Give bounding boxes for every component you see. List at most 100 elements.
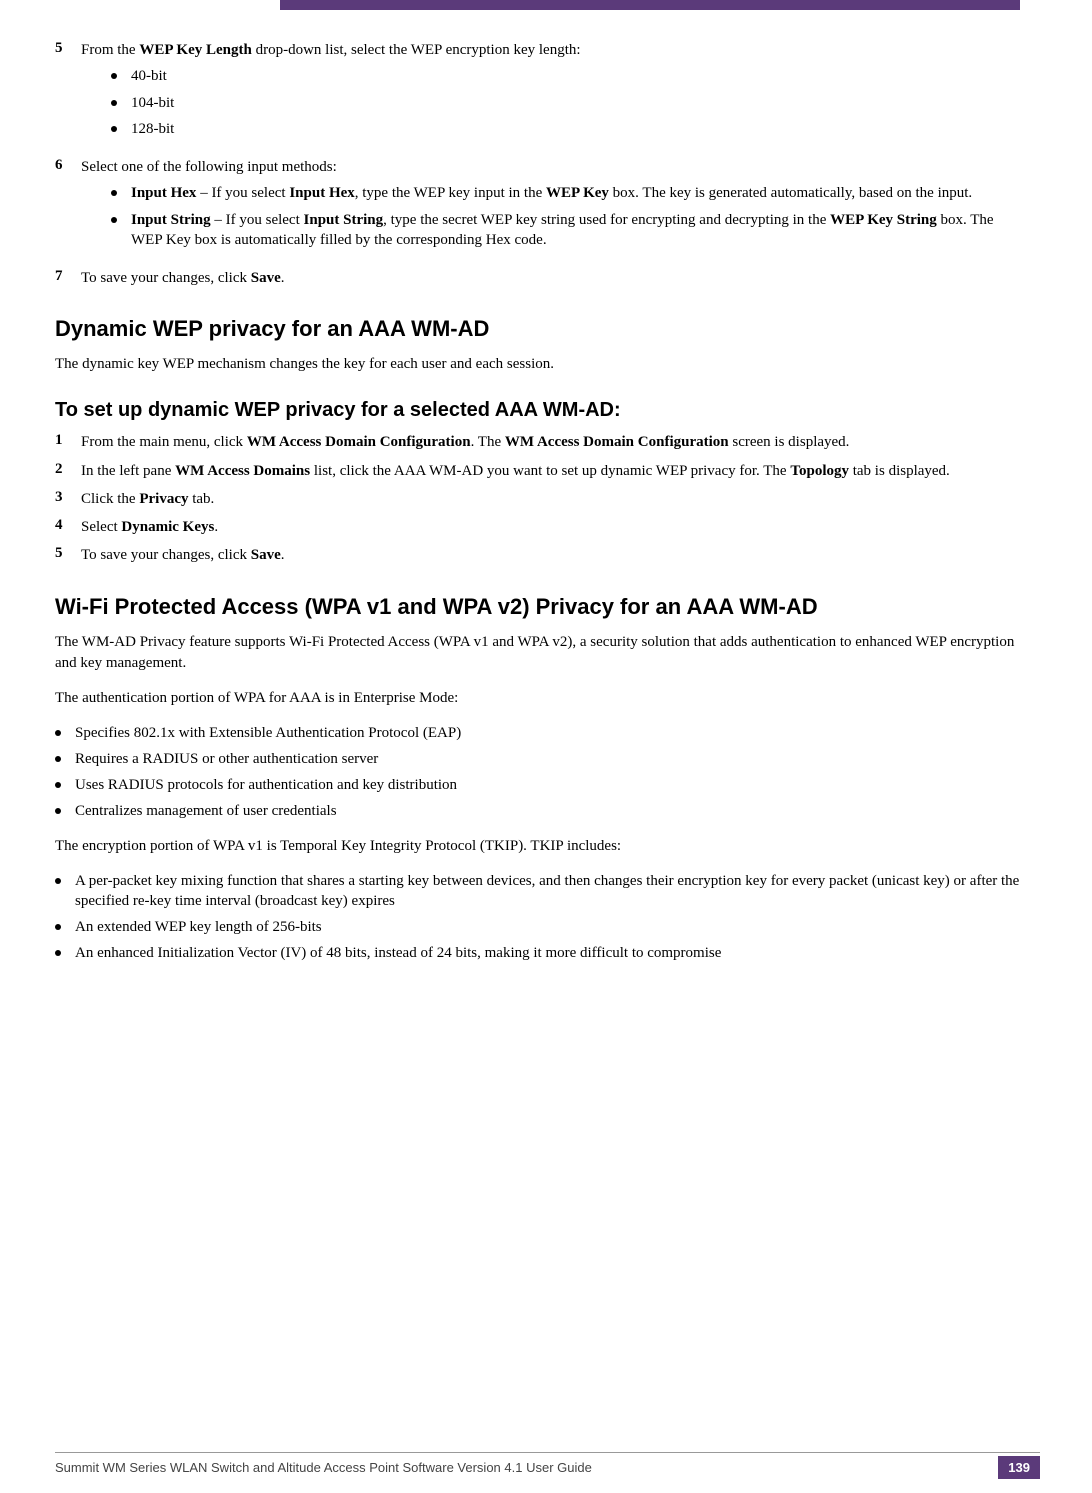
step-number: 6 [55, 157, 81, 260]
bullet-icon [111, 73, 117, 79]
paragraph: The authentication portion of WPA for AA… [55, 688, 1025, 709]
list-item: A per-packet key mixing function that sh… [55, 871, 1025, 912]
heading-setup-dynamic-wep: To set up dynamic WEP privacy for a sele… [55, 399, 1025, 422]
text: – If you select [211, 212, 304, 228]
text: Click the [81, 491, 139, 507]
text: tab. [188, 491, 214, 507]
text: tab is displayed. [849, 463, 950, 479]
step-7: 7 To save your changes, click Save. [55, 268, 1025, 288]
bullet-list: 40-bit 104-bit 128-bit [111, 66, 1025, 139]
text: An enhanced Initialization Vector (IV) o… [75, 943, 1025, 963]
bold: Save [251, 547, 281, 563]
bold: Topology [790, 463, 849, 479]
step-body: Select one of the following input method… [81, 157, 1025, 260]
step-5b: 5 To save your changes, click Save. [55, 545, 1025, 565]
paragraph: The WM-AD Privacy feature supports Wi-Fi… [55, 632, 1025, 674]
list-item: An extended WEP key length of 256-bits [55, 917, 1025, 937]
step-number: 5 [55, 40, 81, 149]
bullet-icon [111, 190, 117, 196]
bold: WM Access Domains [175, 463, 310, 479]
text: . [281, 547, 285, 563]
text: drop-down list, select the WEP encryptio… [252, 42, 581, 58]
text: , type the secret WEP key string used fo… [383, 212, 830, 228]
step-number: 1 [55, 432, 81, 452]
list-item: Input String – If you select Input Strin… [111, 210, 1025, 251]
bullet-icon [55, 808, 61, 814]
text: Select one of the following input method… [81, 159, 337, 175]
text: list, click the AAA WM-AD you want to se… [310, 463, 790, 479]
list-item: Centralizes management of user credentia… [55, 801, 1025, 821]
text: . [281, 270, 285, 286]
step-body: To save your changes, click Save. [81, 545, 1025, 565]
bullet-icon [55, 782, 61, 788]
text: In the left pane [81, 463, 175, 479]
step-2: 2 In the left pane WM Access Domains lis… [55, 461, 1025, 481]
text: Select [81, 519, 121, 535]
text: 104-bit [131, 93, 1025, 113]
bullet-icon [55, 756, 61, 762]
text: Uses RADIUS protocols for authentication… [75, 775, 1025, 795]
bullet-icon [55, 878, 61, 884]
page-content: 5 From the WEP Key Length drop-down list… [55, 40, 1025, 978]
footer-divider [55, 1452, 1040, 1453]
text: A per-packet key mixing function that sh… [75, 871, 1025, 912]
bold: Dynamic Keys [121, 519, 214, 535]
bold: WEP Key Length [139, 42, 252, 58]
heading-wpa: Wi-Fi Protected Access (WPA v1 and WPA v… [55, 594, 1025, 620]
bullet-icon [111, 126, 117, 132]
list-item: Uses RADIUS protocols for authentication… [55, 775, 1025, 795]
bold: WEP Key String [830, 212, 937, 228]
step-body: To save your changes, click Save. [81, 268, 1025, 288]
list-item: An enhanced Initialization Vector (IV) o… [55, 943, 1025, 963]
text: To save your changes, click [81, 270, 251, 286]
text: 40-bit [131, 66, 1025, 86]
text: From the main menu, click [81, 434, 247, 450]
text: Input String – If you select Input Strin… [131, 210, 1025, 251]
step-5: 5 From the WEP Key Length drop-down list… [55, 40, 1025, 149]
step-6: 6 Select one of the following input meth… [55, 157, 1025, 260]
tkip-list: A per-packet key mixing function that sh… [55, 871, 1025, 964]
bold: WM Access Domain Configuration [505, 434, 729, 450]
bold: Input String [131, 212, 211, 228]
text: From the [81, 42, 139, 58]
text: , type the WEP key input in the [355, 185, 546, 201]
bullet-icon [55, 730, 61, 736]
text: 128-bit [131, 119, 1025, 139]
text: box. The key is generated automatically,… [609, 185, 972, 201]
step-body: In the left pane WM Access Domains list,… [81, 461, 1025, 481]
bullet-icon [55, 924, 61, 930]
footer-text: Summit WM Series WLAN Switch and Altitud… [55, 1460, 592, 1475]
heading-dynamic-wep: Dynamic WEP privacy for an AAA WM-AD [55, 316, 1025, 342]
paragraph: The encryption portion of WPA v1 is Temp… [55, 836, 1025, 857]
list-item: 104-bit [111, 93, 1025, 113]
text: screen is displayed. [729, 434, 850, 450]
bold: Input String [304, 212, 384, 228]
bold: Privacy [139, 491, 188, 507]
page-number: 139 [998, 1456, 1040, 1479]
step-4: 4 Select Dynamic Keys. [55, 517, 1025, 537]
bullet-icon [111, 100, 117, 106]
step-number: 5 [55, 545, 81, 565]
list-item: 40-bit [111, 66, 1025, 86]
step-number: 7 [55, 268, 81, 288]
text: Requires a RADIUS or other authenticatio… [75, 749, 1025, 769]
text: An extended WEP key length of 256-bits [75, 917, 1025, 937]
text: – If you select [196, 185, 289, 201]
step-body: From the WEP Key Length drop-down list, … [81, 40, 1025, 149]
step-body: From the main menu, click WM Access Doma… [81, 432, 1025, 452]
step-number: 2 [55, 461, 81, 481]
list-item: Specifies 802.1x with Extensible Authent… [55, 723, 1025, 743]
text: Centralizes management of user credentia… [75, 801, 1025, 821]
step-3: 3 Click the Privacy tab. [55, 489, 1025, 509]
paragraph: The dynamic key WEP mechanism changes th… [55, 354, 1025, 375]
step-number: 3 [55, 489, 81, 509]
bullet-icon [55, 950, 61, 956]
bold: Save [251, 270, 281, 286]
text: . The [471, 434, 505, 450]
text: . [214, 519, 218, 535]
step-1: 1 From the main menu, click WM Access Do… [55, 432, 1025, 452]
list-item: Input Hex – If you select Input Hex, typ… [111, 183, 1025, 203]
list-item: Requires a RADIUS or other authenticatio… [55, 749, 1025, 769]
step-body: Select Dynamic Keys. [81, 517, 1025, 537]
list-item: 128-bit [111, 119, 1025, 139]
